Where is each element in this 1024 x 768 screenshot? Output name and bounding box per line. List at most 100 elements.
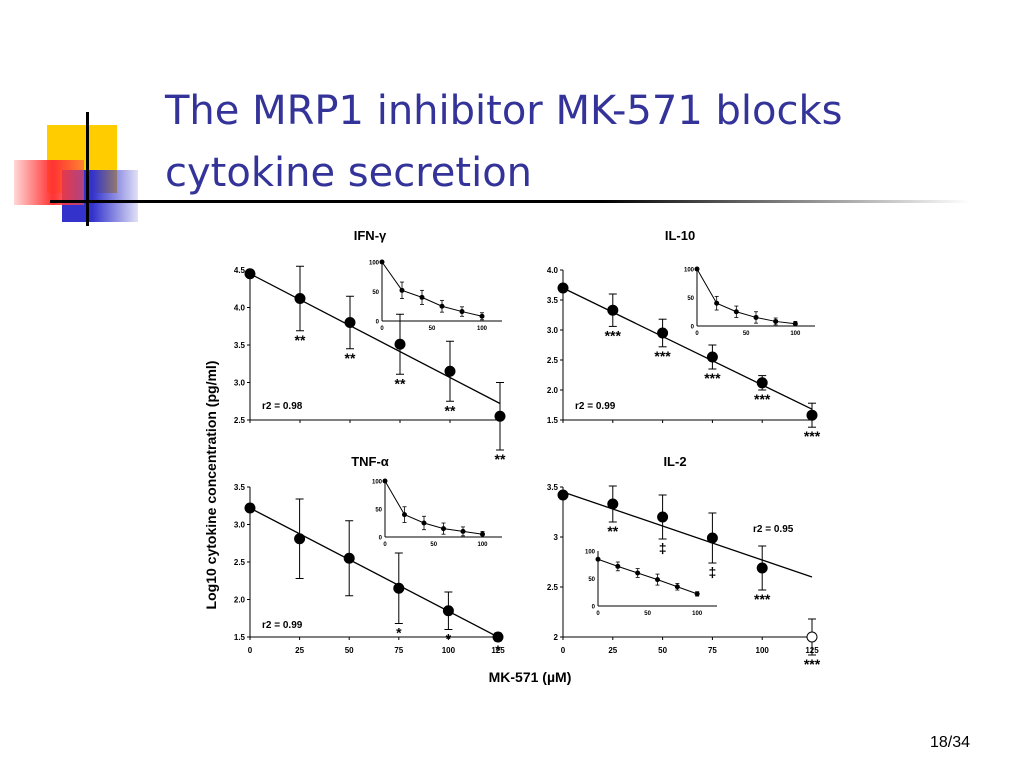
inset-y-tick-label: 0: [379, 536, 383, 542]
inset-y-tick-label: 100: [372, 480, 383, 486]
panel-title: IL-2: [663, 454, 686, 469]
x-tick-label: 100: [442, 646, 456, 655]
data-point: [393, 582, 405, 594]
significance-marker: ***: [605, 327, 622, 343]
significance-marker: *: [446, 631, 452, 647]
inset-data-point: [753, 314, 759, 320]
inset-data-point: [635, 570, 641, 576]
data-point: [756, 377, 768, 389]
inset-data-point: [773, 318, 779, 324]
inset-y-tick-label: 0: [376, 320, 380, 326]
inset-data-point: [421, 520, 427, 526]
y-tick-label: 2.0: [547, 386, 559, 395]
inset-x-tick-label: 0: [695, 331, 699, 337]
inset-data-point: [459, 309, 465, 315]
inset-chart: 0 50 100 0 50 100: [684, 266, 815, 337]
inset-x-tick-label: 0: [383, 542, 387, 548]
inset-data-point: [714, 300, 720, 306]
data-point: [244, 502, 256, 514]
significance-marker: ***: [754, 591, 771, 607]
x-tick-label: 75: [394, 646, 403, 655]
y-tick-label: 3.5: [547, 483, 559, 492]
regression-line: [562, 491, 813, 578]
inset-data-point: [439, 303, 445, 309]
inset-x-tick-label: 100: [790, 331, 801, 337]
significance-marker: ***: [804, 656, 821, 672]
regression-line: [249, 507, 499, 638]
inset-data-point: [792, 321, 798, 327]
significance-marker: ***: [754, 391, 771, 407]
slide-title-line2: cytokine secretion: [165, 150, 533, 196]
data-point: [756, 562, 768, 574]
x-tick-label: 25: [295, 646, 304, 655]
data-point: [806, 409, 818, 421]
inset-data-point: [441, 526, 446, 532]
x-tick-label: 0: [561, 646, 566, 655]
inset-x-tick-label: 100: [477, 542, 488, 548]
inset-y-tick-label: 0: [691, 325, 695, 331]
inset-data-point: [694, 591, 700, 597]
y-tick-label: 4.0: [234, 304, 246, 313]
inset-line: [381, 261, 483, 317]
y-tick-label: 3.0: [547, 326, 559, 335]
inset-chart: 0 50 100 0 50 100: [369, 259, 502, 332]
y-tick-label: 3.0: [234, 379, 246, 388]
data-point: [607, 498, 619, 510]
panel-IFN-γ: IFN-γ 2.5 3.0 3.5 4.0 4.5 ** ** ** ** ** r2 = 0.98 0…: [234, 228, 506, 467]
y-tick-label: 2.5: [547, 356, 559, 365]
panel-title: IFN-γ: [354, 228, 387, 243]
inset-y-tick-label: 100: [585, 550, 596, 556]
inset-y-tick-label: 50: [372, 290, 379, 296]
panel-title: IL-10: [665, 228, 695, 243]
inset-chart: 0 50 100 0 50 100: [585, 550, 717, 617]
r-squared-label: r2 = 0.99: [262, 620, 303, 631]
y-tick-label: 3.5: [234, 341, 246, 350]
significance-marker: *: [396, 625, 402, 641]
data-point: [344, 317, 356, 328]
inset-x-tick-label: 50: [429, 326, 436, 332]
slide-number: 18/34: [929, 734, 970, 751]
significance-marker: ***: [804, 428, 821, 444]
inset-y-tick-label: 100: [684, 268, 695, 274]
inset-x-tick-label: 50: [743, 331, 750, 337]
inset-data-point: [399, 287, 405, 293]
significance-marker: **: [495, 451, 506, 467]
significance-marker: ***: [704, 370, 721, 386]
y-tick-label: 4.5: [234, 266, 246, 275]
significance-marker: ***: [654, 348, 671, 364]
inset-data-point: [655, 577, 660, 583]
x-tick-label: 50: [658, 646, 667, 655]
x-tick-label: 75: [708, 646, 717, 655]
inset-data-point: [419, 294, 425, 300]
inset-y-tick-label: 0: [592, 605, 596, 611]
y-tick-label: 1.5: [547, 416, 559, 425]
data-point: [657, 327, 669, 339]
data-point: [343, 552, 355, 564]
inset-data-point: [479, 313, 485, 319]
slide-title-line1: The MRP1 inhibitor MK-571 blocks: [165, 88, 843, 134]
data-point: [444, 365, 456, 377]
r-squared-label: r2 = 0.95: [753, 524, 794, 535]
inset-y-tick-label: 50: [375, 508, 382, 514]
x-tick-label: 25: [608, 646, 617, 655]
inset-data-point: [480, 531, 485, 537]
panel-TNF-α: TNF-α1.52.02.53.03.50 25 50 75 100 125* **r2 =…: [234, 454, 505, 658]
data-point: [806, 631, 818, 643]
significance-marker: **: [295, 332, 306, 348]
inset-x-tick-label: 0: [596, 611, 600, 617]
inset-data-point: [595, 556, 601, 562]
significance-marker: *: [495, 642, 501, 658]
x-tick-label: 0: [248, 646, 253, 655]
inset-line: [384, 480, 483, 535]
inset-data-point: [615, 563, 621, 569]
regression-line: [249, 273, 501, 405]
y-tick-label: 2.5: [234, 416, 246, 425]
inset-x-tick-label: 100: [692, 611, 703, 617]
significance-marker: **: [607, 523, 618, 539]
significance-marker: **: [445, 402, 456, 418]
inset-y-tick-label: 50: [588, 577, 595, 583]
inset-y-tick-label: 50: [687, 296, 694, 302]
inset-data-point: [382, 478, 388, 484]
data-point: [394, 338, 406, 350]
y-tick-label: 2.5: [234, 558, 246, 567]
